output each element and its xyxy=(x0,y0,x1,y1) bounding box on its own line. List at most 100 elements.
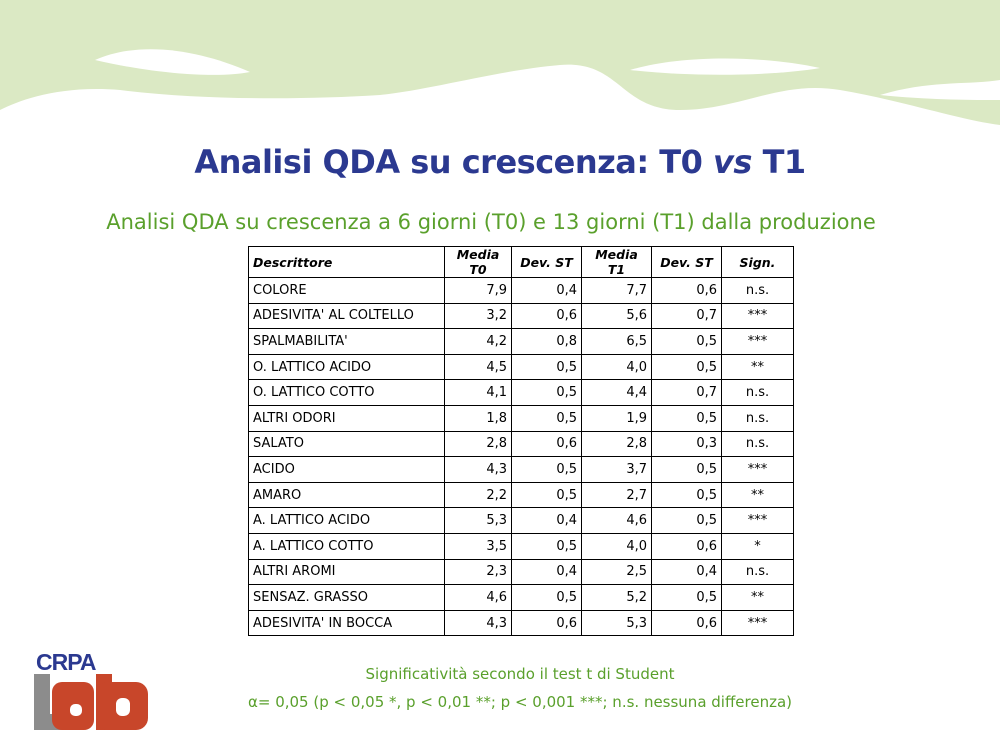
cell-descrittore: O. LATTICO COTTO xyxy=(248,379,445,406)
cell-dev-st-t1: 0,6 xyxy=(651,532,722,560)
cell-sign: *** xyxy=(721,328,794,355)
cell-media-t0: 2,2 xyxy=(444,481,512,509)
cell-media-t1: 2,5 xyxy=(581,558,652,586)
cell-sign: * xyxy=(721,532,794,560)
cell-sign: n.s. xyxy=(721,558,794,586)
cell-sign: n.s. xyxy=(721,404,794,432)
cell-descrittore: O. LATTICO ACIDO xyxy=(248,353,445,381)
table-row: O. LATTICO COTTO 4,1 0,5 4,4 0,7 n.s. xyxy=(248,379,794,406)
cell-dev-st-t0: 0,4 xyxy=(511,558,582,586)
cell-dev-st-t1: 0,7 xyxy=(651,302,722,330)
cell-media-t1: 5,3 xyxy=(581,609,652,637)
cell-sign: ** xyxy=(721,353,794,381)
table-row: A. LATTICO COTTO 3,5 0,5 4,0 0,6 * xyxy=(248,532,794,560)
cell-media-t0: 1,8 xyxy=(444,404,512,432)
cell-media-t1: 6,5 xyxy=(581,328,652,355)
cell-media-t1: 4,0 xyxy=(581,532,652,560)
cell-media-t1: 4,4 xyxy=(581,379,652,406)
cell-sign: ** xyxy=(721,584,794,611)
cell-dev-st-t0: 0,4 xyxy=(511,277,582,304)
cell-descrittore: A. LATTICO COTTO xyxy=(248,532,445,560)
cell-descrittore: ADESIVITA' AL COLTELLO xyxy=(248,302,445,330)
table-row: AMARO 2,2 0,5 2,7 0,5 ** xyxy=(248,481,794,509)
cell-descrittore: SALATO xyxy=(248,430,445,458)
cell-dev-st-t0: 0,5 xyxy=(511,379,582,406)
cell-dev-st-t0: 0,6 xyxy=(511,302,582,330)
cell-dev-st-t1: 0,6 xyxy=(651,609,722,637)
cell-media-t0: 4,3 xyxy=(444,456,512,483)
table-row: ALTRI AROMI 2,3 0,4 2,5 0,4 n.s. xyxy=(248,558,794,586)
cell-dev-st-t1: 0,3 xyxy=(651,430,722,458)
cell-media-t0: 2,3 xyxy=(444,558,512,586)
cell-dev-st-t0: 0,4 xyxy=(511,507,582,534)
crpa-lab-logo: CRPA xyxy=(34,649,148,730)
cell-dev-st-t1: 0,6 xyxy=(651,277,722,304)
header-dev-st-t1: Dev. ST xyxy=(651,246,722,278)
cell-dev-st-t0: 0,6 xyxy=(511,430,582,458)
cell-descrittore: SPALMABILITA' xyxy=(248,328,445,355)
cell-dev-st-t1: 0,4 xyxy=(651,558,722,586)
table-row: COLORE 7,9 0,4 7,7 0,6 n.s. xyxy=(248,277,794,304)
table-row: SENSAZ. GRASSO 4,6 0,5 5,2 0,5 ** xyxy=(248,584,794,611)
title-vs: vs xyxy=(713,143,752,181)
cell-descrittore: SENSAZ. GRASSO xyxy=(248,584,445,611)
cell-dev-st-t0: 0,8 xyxy=(511,328,582,355)
cell-media-t1: 7,7 xyxy=(581,277,652,304)
cell-dev-st-t1: 0,7 xyxy=(651,379,722,406)
cell-dev-st-t1: 0,5 xyxy=(651,404,722,432)
cell-media-t1: 2,7 xyxy=(581,481,652,509)
cell-descrittore: ALTRI ODORI xyxy=(248,404,445,432)
cell-dev-st-t0: 0,5 xyxy=(511,532,582,560)
cell-sign: n.s. xyxy=(721,379,794,406)
header-media-t0: Media T0 xyxy=(444,246,512,278)
cell-dev-st-t0: 0,5 xyxy=(511,404,582,432)
table-row: ALTRI ODORI 1,8 0,5 1,9 0,5 n.s. xyxy=(248,404,794,432)
header-dev-st-t0: Dev. ST xyxy=(511,246,582,278)
cell-descrittore: ACIDO xyxy=(248,456,445,483)
header-wave-background xyxy=(0,0,1000,125)
table-row: ACIDO 4,3 0,5 3,7 0,5 *** xyxy=(248,456,794,483)
cell-media-t0: 2,8 xyxy=(444,430,512,458)
cell-media-t0: 7,9 xyxy=(444,277,512,304)
table-row: ADESIVITA' IN BOCCA 4,3 0,6 5,3 0,6 *** xyxy=(248,609,794,637)
title-prefix: Analisi QDA su crescenza: T0 xyxy=(194,143,714,181)
table-row: SALATO 2,8 0,6 2,8 0,3 n.s. xyxy=(248,430,794,458)
cell-dev-st-t1: 0,5 xyxy=(651,584,722,611)
cell-dev-st-t0: 0,6 xyxy=(511,609,582,637)
cell-media-t1: 3,7 xyxy=(581,456,652,483)
cell-media-t1: 5,6 xyxy=(581,302,652,330)
header-descrittore: Descrittore xyxy=(248,246,445,278)
cell-dev-st-t1: 0,5 xyxy=(651,507,722,534)
cell-sign: *** xyxy=(721,609,794,637)
cell-sign: *** xyxy=(721,507,794,534)
cell-media-t0: 4,2 xyxy=(444,328,512,355)
table-row: ADESIVITA' AL COLTELLO 3,2 0,6 5,6 0,7 *** xyxy=(248,302,794,330)
table-header-row: Descrittore Media T0 Dev. ST Media T1 De… xyxy=(248,246,794,278)
cell-dev-st-t0: 0,5 xyxy=(511,584,582,611)
cell-dev-st-t0: 0,5 xyxy=(511,481,582,509)
cell-dev-st-t1: 0,5 xyxy=(651,481,722,509)
cell-media-t0: 3,2 xyxy=(444,302,512,330)
cell-sign: *** xyxy=(721,302,794,330)
significance-note: Significatività secondo il test t di Stu… xyxy=(365,665,675,683)
svg-text:CRPA: CRPA xyxy=(36,649,96,675)
cell-sign: n.s. xyxy=(721,430,794,458)
cell-dev-st-t1: 0,5 xyxy=(651,456,722,483)
cell-dev-st-t0: 0,5 xyxy=(511,353,582,381)
table-row: O. LATTICO ACIDO 4,5 0,5 4,0 0,5 ** xyxy=(248,353,794,381)
cell-sign: *** xyxy=(721,456,794,483)
qda-results-table: Descrittore Media T0 Dev. ST Media T1 De… xyxy=(248,246,794,637)
cell-descrittore: AMARO xyxy=(248,481,445,509)
header-media-t1: Media T1 xyxy=(581,246,652,278)
cell-sign: ** xyxy=(721,481,794,509)
cell-media-t1: 1,9 xyxy=(581,404,652,432)
cell-dev-st-t1: 0,5 xyxy=(651,328,722,355)
cell-media-t0: 4,1 xyxy=(444,379,512,406)
table-row: A. LATTICO ACIDO 5,3 0,4 4,6 0,5 *** xyxy=(248,507,794,534)
cell-descrittore: COLORE xyxy=(248,277,445,304)
cell-media-t0: 4,6 xyxy=(444,584,512,611)
cell-media-t0: 4,3 xyxy=(444,609,512,637)
title-suffix: T1 xyxy=(751,143,807,181)
slide-title: Analisi QDA su crescenza: T0 vs T1 xyxy=(0,143,1000,181)
cell-media-t1: 4,6 xyxy=(581,507,652,534)
